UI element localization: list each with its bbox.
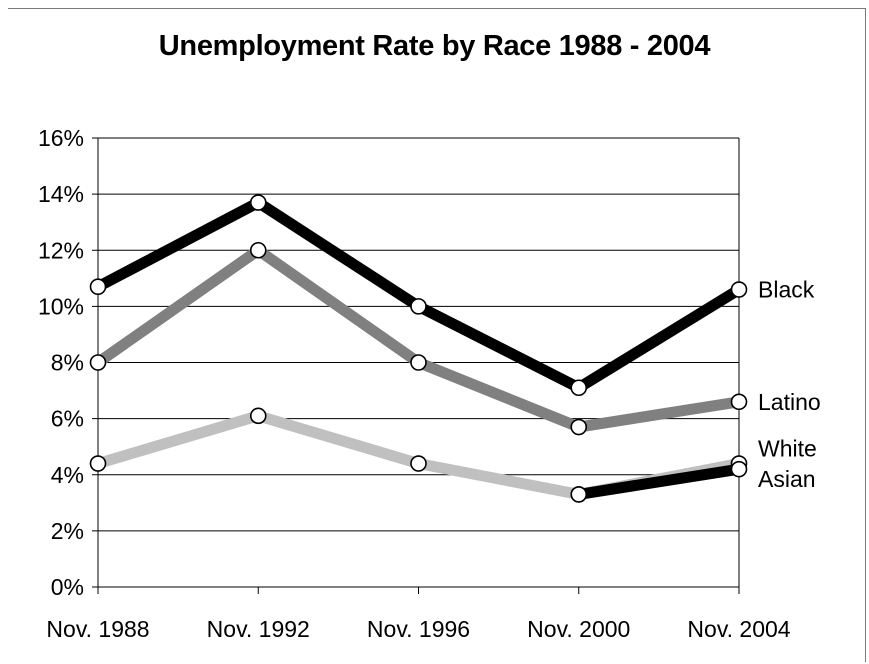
y-tick-label-2: 2%: [51, 518, 84, 544]
x-tick-label-nov-2000: Nov. 2000: [527, 616, 630, 642]
series-lines: [94, 196, 742, 500]
x-tick-label-nov-1988: Nov. 1988: [46, 616, 149, 642]
marker-latino-nov-1988: [89, 354, 107, 371]
x-tick-label-nov-1996: Nov. 1996: [367, 616, 470, 642]
series-labels: Black Latino White Asian: [758, 277, 821, 493]
chart-frame: [8, 8, 866, 662]
marker-asian-nov-2004: [730, 460, 748, 478]
marker-latino-nov-2000: [570, 418, 588, 436]
marker-latino-nov-1996: [410, 354, 427, 371]
series-line-asian: [577, 463, 740, 500]
y-tick-label-6: 6%: [51, 406, 84, 432]
y-tick-label-12: 12%: [38, 237, 84, 263]
series-label-latino: Latino: [758, 389, 821, 415]
y-tick-label-10: 10%: [38, 293, 84, 319]
x-tick-label-nov-2004: Nov. 2004: [687, 616, 790, 642]
marker-white-nov-1992: [249, 407, 267, 425]
series-label-white: White: [758, 436, 817, 462]
series-label-black: Black: [758, 277, 815, 303]
marker-white-nov-1996: [410, 455, 427, 472]
y-tick-label-8: 8%: [51, 350, 84, 376]
marker-latino-nov-1992: [249, 241, 267, 259]
y-tick-label-16: 16%: [38, 125, 84, 151]
marker-latino-nov-2004: [730, 393, 748, 411]
marker-black-nov-1996: [410, 298, 427, 315]
marker-asian-nov-2000: [570, 486, 588, 503]
marker-white-nov-1988: [89, 455, 107, 472]
gridlines: [98, 137, 739, 532]
chart-title: Unemployment Rate by Race 1988 - 2004: [158, 30, 711, 62]
y-tick-label-0: 0%: [51, 574, 84, 600]
marker-black-nov-2000: [570, 379, 588, 397]
marker-black-nov-1988: [89, 278, 107, 296]
series-line-latino: [94, 243, 740, 433]
marker-black-nov-1992: [249, 194, 267, 211]
y-tick-labels: 0% 2% 4% 6% 8% 10% 12% 14% 16%: [38, 125, 84, 600]
series-label-asian: Asian: [758, 466, 816, 492]
data-markers: [89, 194, 748, 503]
marker-black-nov-2004: [730, 281, 748, 298]
y-tick-label-4: 4%: [51, 462, 84, 488]
y-tick-label-14: 14%: [38, 181, 84, 207]
x-tick-labels: Nov. 1988 Nov. 1992 Nov. 1996 Nov. 2000 Nov.…: [46, 616, 790, 642]
x-tick-label-nov-1992: Nov. 1992: [207, 616, 310, 642]
